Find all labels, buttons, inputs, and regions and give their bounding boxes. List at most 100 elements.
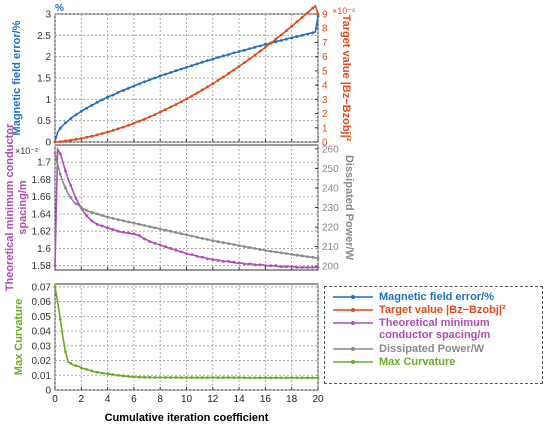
left-axis-unit: % [55,3,64,14]
data-point [85,106,88,110]
left-tick-label: 0.06 [32,297,52,308]
left-tick-label: 0.07 [32,282,52,293]
right-tick-label: 210 [322,242,339,253]
legend-label: Max Curvature [379,356,456,368]
data-point [253,45,257,49]
data-point [122,230,125,234]
left-tick-label: 2.5 [37,31,51,42]
data-point [237,50,241,53]
data-point [174,248,178,252]
data-point [153,241,157,245]
data-point [248,246,252,249]
right-tick-label: 260 [322,144,339,155]
data-point [164,245,167,249]
data-point [174,376,178,379]
data-point [195,62,199,66]
data-point [58,172,62,176]
data-point [248,376,252,380]
data-point [269,264,273,268]
data-point [58,126,62,130]
data-point [237,376,241,379]
data-point [316,12,320,16]
panel-top: Magnetic field error/% Target value |Bz−B… [11,4,352,144]
data-point [116,373,120,377]
data-point [274,250,278,254]
data-point [306,11,309,15]
data-point [269,41,273,45]
data-point [64,121,67,125]
data-point [295,35,299,38]
data-point [290,24,294,28]
legend-marker [351,321,355,325]
data-point [269,249,273,253]
left-axis-label-line: spacing/m [17,180,29,235]
data-point [137,222,141,226]
data-point [127,231,130,235]
legend-marker [351,360,355,364]
data-point [132,232,136,236]
data-point [206,376,209,379]
data-point [64,139,67,143]
data-point [316,14,320,18]
chart-legend: Magnetic field error/% Target value |Bz−B… [324,286,543,384]
data-point [69,184,73,187]
data-point [206,85,209,89]
data-point [153,376,157,379]
data-point [243,245,246,249]
data-point [285,265,288,268]
x-tick-label: 18 [286,394,298,405]
right-tick-label: 8 [322,24,328,35]
data-point [206,59,209,62]
data-point [258,49,262,53]
data-point [285,37,288,41]
data-point [216,240,220,244]
data-point [295,266,299,269]
data-point [300,376,304,380]
data-point [290,36,294,40]
left-tick-label: 1.5 [37,74,51,85]
data-point [258,248,262,251]
data-point [211,57,215,61]
right-axis-exponent: ×10⁻⁶ [332,6,356,16]
data-point [153,113,157,116]
data-point [90,103,94,107]
data-point [100,371,104,375]
data-point [58,140,62,144]
data-point [53,264,57,268]
data-point [53,151,57,155]
data-point [279,39,283,42]
left-tick-label: 2 [45,52,51,63]
data-point [195,91,199,95]
right-tick-label: 200 [322,262,339,273]
data-point [111,93,115,97]
x-tick-label: 10 [181,394,193,405]
data-point [148,78,152,82]
data-point [111,217,115,220]
data-point [316,266,320,269]
data-point [79,137,83,140]
data-point [264,264,267,268]
data-point [185,376,188,379]
data-point [85,214,88,218]
data-point [306,266,309,269]
data-point [274,37,278,41]
data-point [185,65,188,69]
x-tick-label: 16 [260,394,272,405]
data-point [232,376,236,379]
data-point [85,135,88,139]
data-point [74,197,78,200]
data-point [211,82,215,86]
left-tick-label: 0.05 [32,312,52,323]
data-point [221,241,225,245]
data-point [95,222,99,226]
data-point [79,206,83,209]
data-point [221,75,225,79]
legend-marker [351,308,355,312]
data-point [237,64,241,68]
data-point [264,42,267,46]
data-point [311,31,315,35]
data-point [316,376,320,380]
data-point [185,252,188,256]
x-tick-label: 8 [157,394,163,405]
